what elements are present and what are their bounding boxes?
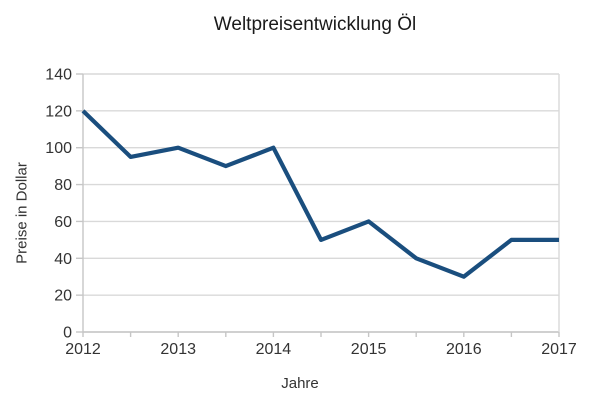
- data-line-series: [81, 109, 559, 279]
- y-tick-label: 0: [63, 325, 72, 342]
- x-tick-label: 2017: [541, 341, 577, 358]
- y-tick-label: 140: [45, 67, 72, 84]
- x-tick-label: 2016: [446, 341, 482, 358]
- y-tick-label: 60: [54, 214, 72, 231]
- x-tick-label: 2015: [351, 341, 387, 358]
- chart-title: Weltpreisentwicklung Öl: [213, 14, 417, 35]
- x-tick-label: 2014: [256, 341, 292, 358]
- x-axis-title: Jahre: [281, 375, 319, 392]
- y-tick-label: 120: [45, 103, 72, 120]
- y-tick-label: 20: [54, 288, 72, 305]
- x-tick-label: 2013: [160, 341, 196, 358]
- x-tick-label: 2012: [65, 341, 101, 358]
- y-axis-title: Preise in Dollar: [13, 162, 31, 264]
- y-tick-label: 100: [45, 140, 72, 157]
- y-tick-label: 40: [54, 251, 72, 268]
- y-tick-label: 80: [54, 177, 72, 194]
